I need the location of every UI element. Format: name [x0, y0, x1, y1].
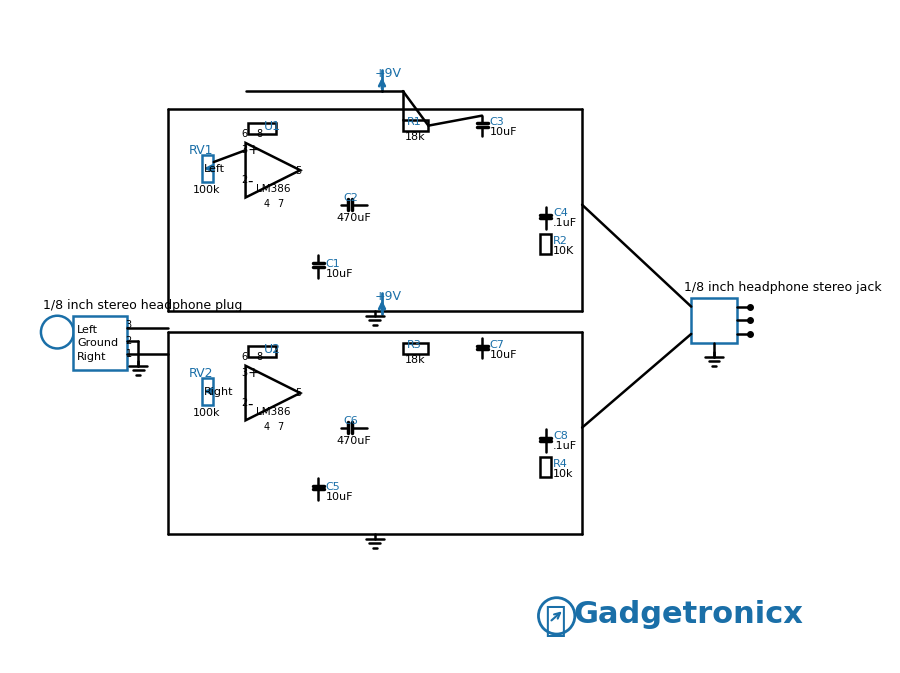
- Text: R2: R2: [553, 236, 568, 246]
- Text: +9V: +9V: [374, 67, 401, 81]
- Text: 8: 8: [256, 352, 263, 362]
- Bar: [248, 123, 275, 134]
- Text: Gadgetronicx: Gadgetronicx: [573, 600, 803, 629]
- Text: 18k: 18k: [405, 355, 426, 365]
- Text: Right: Right: [77, 352, 107, 362]
- Text: Ground: Ground: [77, 339, 119, 349]
- Text: 18k: 18k: [405, 132, 426, 142]
- Text: 1: 1: [125, 349, 131, 359]
- Text: U1: U1: [264, 120, 281, 133]
- Text: 10k: 10k: [553, 468, 573, 479]
- Text: +: +: [248, 366, 259, 380]
- Bar: [540, 457, 551, 476]
- Text: 6: 6: [241, 129, 248, 139]
- Text: .1uF: .1uF: [553, 441, 577, 451]
- Text: 5: 5: [295, 166, 302, 176]
- Text: .1uF: .1uF: [553, 219, 577, 228]
- Text: R3: R3: [407, 341, 421, 350]
- Text: 2: 2: [241, 175, 248, 185]
- Text: 100k: 100k: [193, 408, 220, 417]
- Text: +9V: +9V: [374, 290, 401, 304]
- Text: U2: U2: [264, 343, 281, 356]
- Bar: [248, 346, 275, 357]
- Text: LM386: LM386: [256, 406, 291, 417]
- Text: 10K: 10K: [553, 246, 574, 256]
- Text: 10uF: 10uF: [326, 269, 353, 279]
- Text: 2: 2: [241, 398, 248, 408]
- Text: +: +: [248, 143, 259, 157]
- Text: Left: Left: [77, 325, 98, 335]
- Text: C1: C1: [326, 259, 340, 269]
- Text: C8: C8: [553, 431, 568, 441]
- Text: RV1: RV1: [188, 144, 212, 157]
- Text: C7: C7: [490, 341, 504, 350]
- Text: 6: 6: [241, 352, 248, 362]
- Text: 7: 7: [277, 422, 284, 432]
- Text: 10uF: 10uF: [490, 127, 517, 137]
- Text: Right: Right: [203, 387, 233, 396]
- Text: LM386: LM386: [256, 184, 291, 194]
- Text: 1/8 inch headphone stereo jack: 1/8 inch headphone stereo jack: [684, 281, 882, 294]
- Text: R4: R4: [553, 458, 568, 468]
- Text: R1: R1: [407, 118, 421, 127]
- Text: 3: 3: [241, 367, 248, 378]
- Text: 2: 2: [125, 336, 131, 346]
- Text: 10uF: 10uF: [490, 350, 517, 360]
- Bar: [202, 155, 212, 182]
- Text: 4: 4: [264, 199, 270, 209]
- Bar: [691, 297, 737, 343]
- Text: RV2: RV2: [188, 367, 212, 380]
- Text: 4: 4: [264, 422, 270, 432]
- Text: 100k: 100k: [193, 185, 220, 194]
- Text: C6: C6: [343, 416, 357, 426]
- Bar: [73, 316, 127, 370]
- Bar: [540, 234, 551, 254]
- Text: 470uF: 470uF: [337, 436, 372, 446]
- Text: ⓘ: ⓘ: [544, 604, 565, 638]
- Text: 1/8 inch stereo headphone plug: 1/8 inch stereo headphone plug: [42, 299, 242, 312]
- Bar: [403, 343, 428, 354]
- Text: -: -: [248, 396, 253, 411]
- Bar: [202, 378, 212, 405]
- Text: C4: C4: [553, 209, 568, 219]
- Text: C2: C2: [343, 193, 358, 203]
- Text: 10uF: 10uF: [326, 492, 353, 502]
- Text: 5: 5: [295, 388, 302, 398]
- Text: C3: C3: [490, 118, 504, 127]
- Text: 470uF: 470uF: [337, 213, 372, 223]
- Text: -: -: [248, 174, 253, 188]
- Text: 3: 3: [241, 145, 248, 155]
- Text: 7: 7: [277, 199, 284, 209]
- Text: 8: 8: [256, 129, 263, 139]
- Text: 3: 3: [125, 320, 131, 330]
- Text: Left: Left: [203, 164, 225, 174]
- Bar: [403, 120, 428, 131]
- Text: C5: C5: [326, 482, 340, 492]
